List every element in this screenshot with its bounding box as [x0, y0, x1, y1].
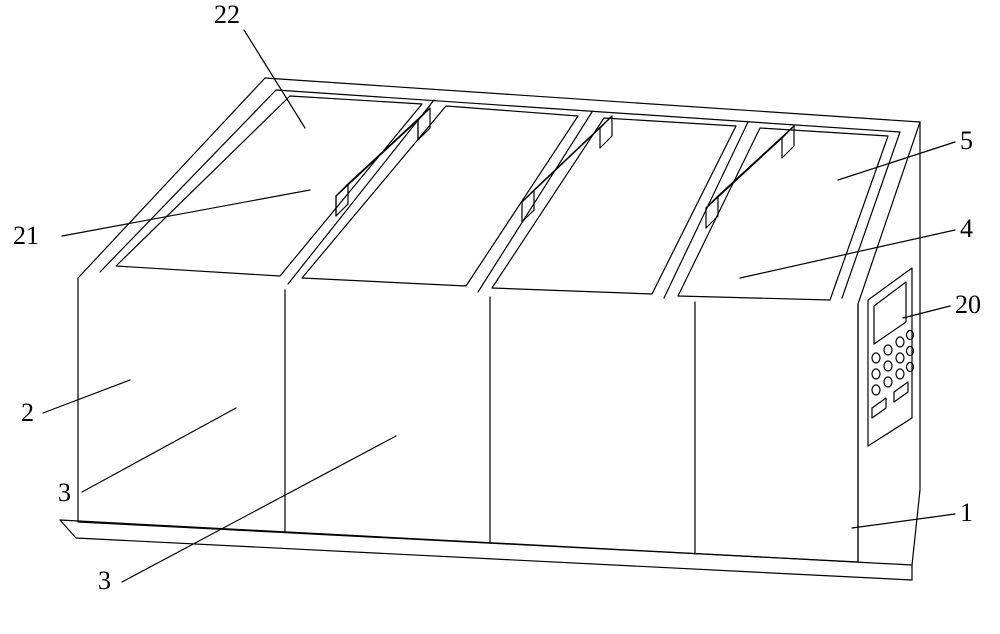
- front-panels: [285, 290, 695, 554]
- handle-2: [336, 108, 430, 216]
- leader-lines: [43, 30, 955, 582]
- main-body: [78, 78, 920, 565]
- callout-label-5: 5: [960, 126, 973, 156]
- lid-panels: [116, 96, 888, 300]
- callout-label-1: 1: [960, 498, 973, 528]
- control-panel: [868, 268, 914, 446]
- callout-label-21: 21: [13, 221, 39, 251]
- callout-label-22: 22: [214, 0, 240, 30]
- callout-label-4: 4: [960, 214, 973, 244]
- callout-label-3a: 3: [58, 478, 71, 508]
- callout-label-20: 20: [955, 290, 981, 320]
- handles: [336, 108, 794, 228]
- keypad: [872, 331, 914, 396]
- base-plate: [60, 520, 912, 580]
- top-deck: [100, 90, 900, 298]
- technical-diagram: [0, 0, 1000, 634]
- callout-label-3b: 3: [98, 566, 111, 596]
- callout-label-2: 2: [21, 398, 34, 428]
